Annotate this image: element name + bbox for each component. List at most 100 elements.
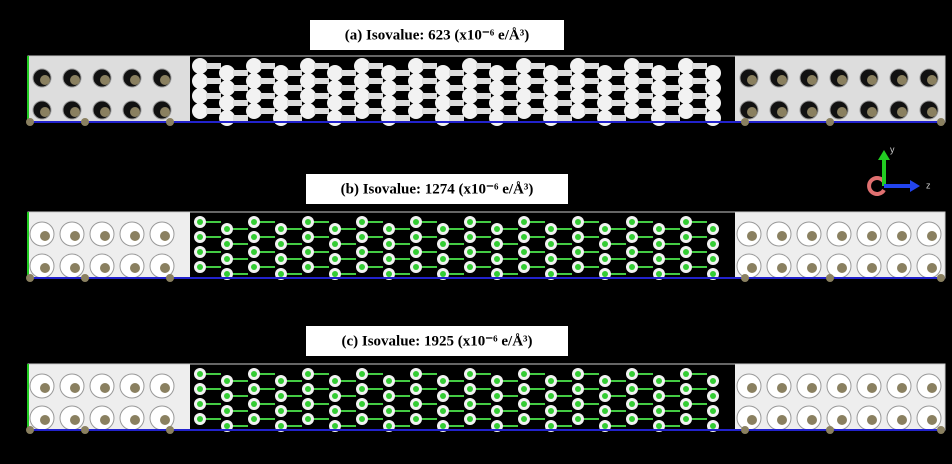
atom [741,426,749,434]
atom [826,274,834,282]
atom [100,263,110,273]
lattice-node [570,88,586,104]
carbon [332,378,338,384]
carbon [305,234,311,240]
atom [130,263,140,273]
carbon [629,234,635,240]
lattice-node [597,110,613,126]
lattice-node [408,88,424,104]
carbon [467,401,473,407]
carbon [278,271,284,277]
lattice-node [624,88,640,104]
atom [40,383,50,393]
axis-label: z [926,180,931,190]
carbon [710,423,716,429]
lattice-node [219,65,235,81]
carbon [278,226,284,232]
atom [747,231,757,241]
lattice-node [435,80,451,96]
atom [807,231,817,241]
carbon [683,401,689,407]
carbon [278,423,284,429]
carbon [602,241,608,247]
lattice-node [408,73,424,89]
atom [927,263,937,273]
lattice-node [462,103,478,119]
carbon [386,378,392,384]
atom [867,75,877,85]
lattice-node [381,80,397,96]
atom [70,75,80,85]
atom [741,274,749,282]
carbon [359,401,365,407]
carbon [710,256,716,262]
lattice-node [597,65,613,81]
carbon [521,264,527,270]
atom [747,263,757,273]
carbon [413,371,419,377]
atom [160,107,170,117]
carbon [683,386,689,392]
figure: (a) Isovalue: 623 (x10⁻⁶ e/Å³) (b) Isova… [0,0,952,464]
atom [867,383,877,393]
lattice-node [516,88,532,104]
atom [81,426,89,434]
lattice-node [354,58,370,74]
carbon [548,378,554,384]
atom [70,263,80,273]
lattice-node [570,58,586,74]
carbon [305,264,311,270]
atom [937,426,945,434]
atom [100,75,110,85]
atom [166,426,174,434]
carbon [305,249,311,255]
carbon [548,408,554,414]
lattice-node [570,73,586,89]
atom [40,107,50,117]
lattice-node [570,103,586,119]
carbon [440,271,446,277]
carbon [629,249,635,255]
lattice-node [246,88,262,104]
carbon [197,371,203,377]
lattice-node [219,95,235,111]
carbon [602,226,608,232]
carbon [683,416,689,422]
atom [166,274,174,282]
atom [81,118,89,126]
atom [160,415,170,425]
carbon [629,371,635,377]
atom [867,107,877,117]
atom [867,263,877,273]
atom [100,107,110,117]
lattice-node [624,58,640,74]
lattice-node [381,110,397,126]
lattice-node [435,65,451,81]
carbon [467,416,473,422]
lattice-node [705,95,721,111]
lattice-node [246,73,262,89]
lattice-node [408,103,424,119]
panel-label: (c) Isovalue: 1925 (x10⁻⁶ e/Å³) [341,333,532,349]
carbon [548,393,554,399]
atom [777,415,787,425]
lattice-node [192,103,208,119]
carbon [359,416,365,422]
lattice-node [327,110,343,126]
carbon [224,423,230,429]
carbon [332,256,338,262]
lattice-node [651,95,667,111]
carbon [629,386,635,392]
carbon [656,423,662,429]
lattice-node [705,80,721,96]
lattice-node [462,88,478,104]
carbon [332,423,338,429]
lattice-node [354,73,370,89]
carbon [197,416,203,422]
atom [837,415,847,425]
atom [100,415,110,425]
carbon [413,234,419,240]
carbon [251,371,257,377]
carbon [602,256,608,262]
lattice-node [300,103,316,119]
